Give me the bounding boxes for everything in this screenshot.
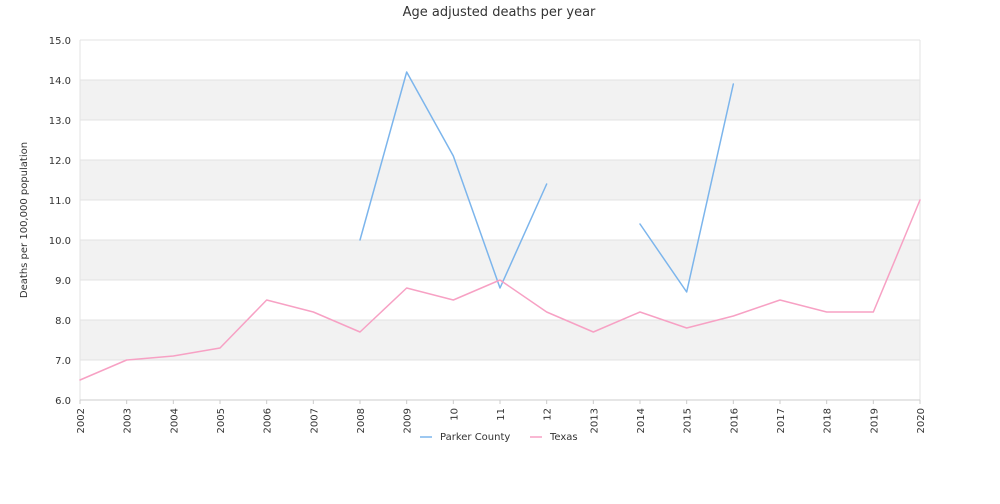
- x-tick-label: 2016: [729, 408, 740, 433]
- y-tick-label: 10.0: [49, 236, 71, 247]
- x-tick-label: 2013: [589, 408, 600, 433]
- x-tick-label: 2008: [356, 408, 367, 433]
- series-lines: [79, 71, 921, 381]
- x-tick-label: 2019: [869, 408, 880, 433]
- grid-band: [80, 320, 920, 360]
- chart-title: Age adjusted deaths per year: [403, 5, 596, 20]
- grid-band: [80, 80, 920, 120]
- y-tick-label: 15.0: [49, 36, 71, 47]
- x-tick-label: 2007: [309, 408, 320, 433]
- legend-label: Texas: [549, 432, 578, 443]
- x-tick-label: 2018: [823, 408, 834, 433]
- x-tick-label: 2003: [123, 408, 134, 433]
- y-tick-label: 11.0: [49, 196, 71, 207]
- y-tick-label: 7.0: [55, 356, 71, 367]
- x-tick-label: 2005: [216, 408, 227, 433]
- series-line-texas[interactable]: [79, 199, 921, 381]
- y-tick-label: 8.0: [55, 316, 71, 327]
- x-tick-label: 2015: [683, 408, 694, 433]
- x-tick-label: 2006: [263, 408, 274, 433]
- y-tick-label: 13.0: [49, 116, 71, 127]
- legend-item-texas[interactable]: Texas: [530, 432, 578, 443]
- x-tick-label: 2017: [776, 408, 787, 433]
- x-tick-label: 2004: [169, 408, 180, 433]
- legend[interactable]: Parker County Texas: [420, 432, 578, 443]
- y-tick-label: 9.0: [55, 276, 71, 287]
- legend-item-parker-county[interactable]: Parker County: [420, 432, 510, 443]
- grid-bands: [80, 80, 920, 360]
- series-line-parker-county[interactable]: [359, 71, 735, 293]
- y-tick-label: 6.0: [55, 396, 71, 407]
- x-axis-ticks: 2002 2003 2004 2005 2006 2007 2008 2009 10 11 12 20…: [76, 400, 927, 433]
- legend-label: Parker County: [440, 432, 510, 443]
- x-tick-label: 2009: [403, 408, 414, 433]
- x-tick-label: 10: [449, 408, 460, 421]
- grid-band: [80, 240, 920, 280]
- y-axis-label: Deaths per 100,000 population: [19, 142, 30, 298]
- x-tick-label: 2002: [76, 408, 87, 433]
- y-tick-label: 12.0: [49, 156, 71, 167]
- x-tick-label: 11: [496, 408, 507, 421]
- grid-band: [80, 160, 920, 200]
- x-tick-label: 12: [543, 408, 554, 421]
- x-tick-label: 2020: [916, 408, 927, 433]
- y-axis-ticks: 6.0 7.0 8.0 9.0 10.0 11.0 12.0 13.0 14.0 15.0: [49, 36, 71, 407]
- x-tick-label: 2014: [636, 408, 647, 433]
- y-tick-label: 14.0: [49, 76, 71, 87]
